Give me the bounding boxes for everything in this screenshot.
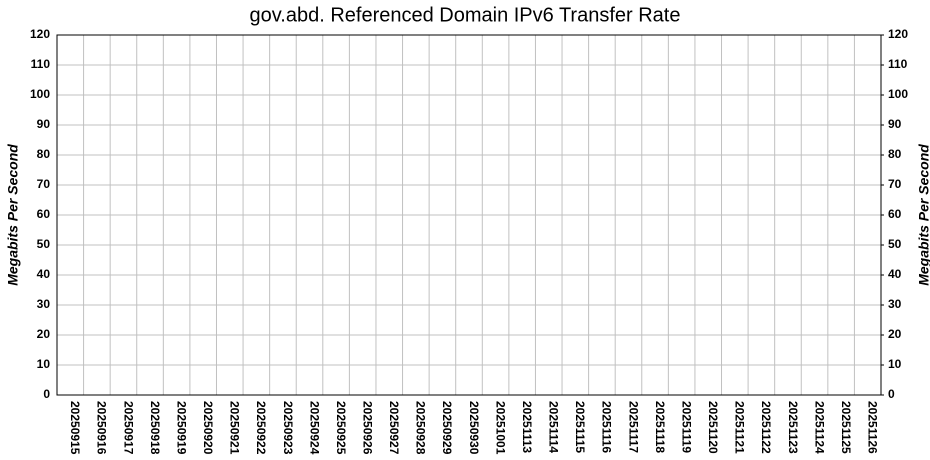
x-tick-label: 20250926 xyxy=(361,401,375,455)
x-tick-label: 20250930 xyxy=(467,401,481,455)
x-tick-label: 20250929 xyxy=(440,401,454,455)
y-tick-label: 40 xyxy=(37,267,51,281)
x-tick-label: 20250921 xyxy=(228,401,242,455)
y2-tick-label: 80 xyxy=(888,147,902,161)
x-tick-label: 20251118 xyxy=(653,401,667,453)
y2-tick-label: 120 xyxy=(888,27,908,41)
x-tick-label: 20250919 xyxy=(174,401,188,455)
y2-tick-label: 30 xyxy=(888,297,902,311)
y2-tick-label: 50 xyxy=(888,237,902,251)
x-tick-label: 20250922 xyxy=(254,401,268,455)
y2-tick-label: 70 xyxy=(888,177,902,191)
x-tick-label: 20251121 xyxy=(733,401,747,454)
x-tick-label: 20251117 xyxy=(626,401,640,453)
y-tick-label: 30 xyxy=(37,297,51,311)
x-tick-label: 20251115 xyxy=(573,401,587,453)
x-tick-label: 20251122 xyxy=(759,401,773,454)
y2-tick-label: 0 xyxy=(888,387,895,401)
x-tick-label: 20250918 xyxy=(148,401,162,455)
y-tick-label: 100 xyxy=(30,87,50,101)
y-axis-label: Megabits Per Second xyxy=(5,144,21,286)
x-tick-label: 20251125 xyxy=(839,401,853,454)
y2-tick-label: 20 xyxy=(888,327,902,341)
y2-tick-label: 10 xyxy=(888,357,902,371)
y-tick-label: 110 xyxy=(31,57,51,71)
y-tick-label: 10 xyxy=(37,357,51,371)
chart-title: gov.abd. Referenced Domain IPv6 Transfer… xyxy=(250,4,681,26)
y2-tick-label: 110 xyxy=(888,57,908,71)
x-tick-label: 20250925 xyxy=(334,401,348,455)
x-tick-label: 20250923 xyxy=(281,401,295,455)
y2-tick-label: 40 xyxy=(888,267,902,281)
y-tick-label: 0 xyxy=(43,387,50,401)
y2-tick-label: 60 xyxy=(888,207,902,221)
x-tick-label: 20250917 xyxy=(121,401,135,455)
x-tick-label: 20250928 xyxy=(414,401,428,455)
x-tick-label: 20250920 xyxy=(201,401,215,455)
y2-axis-label: Megabits Per Second xyxy=(916,144,930,286)
x-tick-label: 20251119 xyxy=(679,401,693,453)
y2-tick-label: 90 xyxy=(888,117,902,131)
x-tick-label: 20250927 xyxy=(387,401,401,455)
y2-tick-label: 100 xyxy=(888,87,908,101)
y-tick-label: 120 xyxy=(30,27,50,41)
x-tick-label: 20251116 xyxy=(600,401,614,453)
y-tick-label: 60 xyxy=(37,207,51,221)
x-tick-label: 20251123 xyxy=(786,401,800,454)
plot-frame xyxy=(56,34,882,396)
y-tick-label: 80 xyxy=(37,147,51,161)
x-tick-label: 20250916 xyxy=(95,401,109,455)
x-tick-label: 20251113 xyxy=(520,401,534,453)
y-tick-label: 90 xyxy=(37,117,51,131)
x-tick-label: 20251126 xyxy=(866,401,880,454)
x-tick-label: 20251001 xyxy=(493,401,507,455)
x-tick-label: 20250924 xyxy=(307,401,321,455)
y-tick-label: 20 xyxy=(37,327,51,341)
y-tick-label: 50 xyxy=(37,237,51,251)
x-tick-label: 20251120 xyxy=(706,401,720,454)
y-tick-label: 70 xyxy=(37,177,51,191)
x-tick-label: 20251124 xyxy=(812,401,826,454)
x-tick-label: 20251114 xyxy=(547,401,561,453)
x-tick-label: 20250915 xyxy=(68,401,82,455)
